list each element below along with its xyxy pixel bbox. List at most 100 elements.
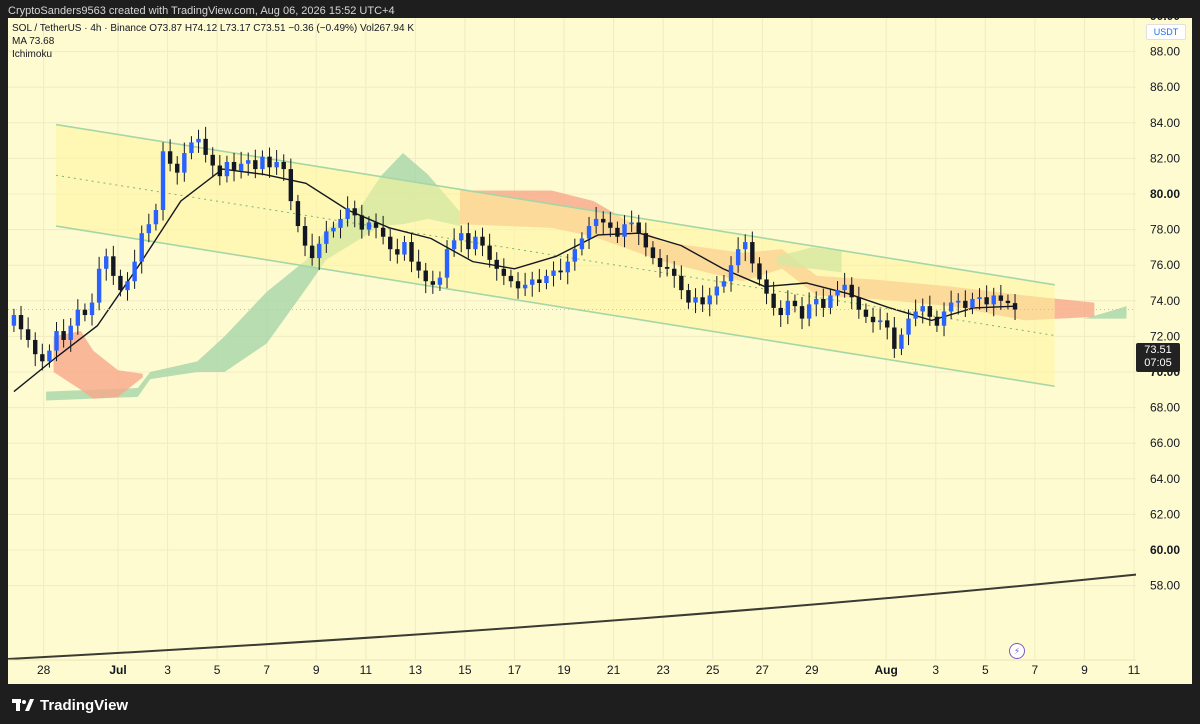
candle-body	[750, 242, 755, 264]
candle-body	[707, 295, 712, 305]
candle	[359, 204, 365, 239]
candle-body	[444, 249, 450, 278]
candle	[281, 154, 286, 182]
channel-upper-line	[55, 123, 1055, 286]
candle	[657, 249, 663, 278]
candle-body	[650, 247, 656, 259]
x-tick-label: 7	[1032, 663, 1039, 677]
candle-body	[231, 161, 237, 171]
candle-body	[111, 256, 116, 276]
x-tick-label: 28	[37, 663, 51, 677]
candle	[579, 232, 585, 256]
chart-area[interactable]: 58.00 60.00 62.00 64.00 66.00 68.00 70.00 72.00…	[8, 18, 1192, 684]
candle-body	[515, 281, 521, 289]
candle-body	[54, 331, 59, 351]
candle-body	[281, 161, 286, 170]
candle	[977, 288, 982, 310]
candle	[757, 257, 762, 286]
x-tick-label: 25	[706, 663, 720, 677]
candle-body	[664, 266, 670, 269]
candle-body	[352, 208, 357, 216]
candle	[870, 307, 876, 333]
ma-indicator-label[interactable]: MA 73.68	[12, 36, 55, 47]
x-tick-label: 19	[557, 663, 571, 677]
bar-countdown: 07:05	[1144, 357, 1172, 369]
candle-body	[849, 284, 854, 298]
candle-body	[487, 245, 492, 260]
candle	[167, 139, 173, 172]
candle	[118, 269, 123, 297]
candle-body	[941, 311, 947, 326]
candle	[203, 126, 208, 163]
candle	[970, 292, 975, 315]
candle-body	[856, 297, 862, 310]
candle-body	[828, 295, 833, 308]
candle	[402, 235, 407, 261]
candle	[551, 261, 556, 287]
y-tick-label: 62.00	[1150, 507, 1180, 521]
lightning-icon[interactable]: ⚡	[1009, 643, 1025, 659]
candle-body	[1012, 303, 1018, 310]
candle-body	[416, 261, 421, 271]
candle	[885, 312, 890, 340]
ichimoku-cloud-bearish-early	[53, 331, 143, 399]
candle-body	[892, 327, 897, 349]
candle-body	[224, 161, 230, 177]
candle-body	[601, 218, 606, 223]
candle	[743, 234, 748, 262]
candle	[693, 288, 698, 314]
candle-body	[82, 309, 88, 316]
candle	[238, 151, 244, 179]
candle-body	[934, 316, 940, 326]
price-chart[interactable]: 58.0060.0062.0064.0066.0068.0070.0072.00…	[8, 18, 1192, 684]
x-tick-label: 13	[409, 663, 423, 677]
candle	[430, 270, 436, 294]
candle	[842, 272, 847, 298]
y-tick-label: 64.00	[1150, 472, 1180, 486]
last-price-badge: 73.51 07:05	[1136, 343, 1180, 372]
candle	[111, 245, 116, 285]
candle	[11, 308, 17, 332]
candle	[728, 256, 734, 292]
candle	[537, 268, 542, 293]
symbol-line[interactable]: SOL / TetherUS · 4h · Binance	[12, 23, 147, 34]
x-tick-label: 7	[263, 663, 270, 677]
candle-body	[636, 222, 641, 234]
candle-body	[629, 222, 634, 225]
tradingview-logo-icon	[12, 699, 34, 711]
x-tick-label: 5	[214, 663, 221, 677]
candle	[459, 225, 464, 253]
candle	[274, 150, 279, 175]
candle-body	[700, 297, 705, 305]
candle	[515, 272, 521, 299]
brand-logo[interactable]: TradingView	[12, 694, 128, 716]
candle-body	[61, 331, 66, 340]
moving-average-line	[13, 168, 1016, 393]
candle-body	[40, 354, 45, 362]
candle	[480, 227, 485, 257]
candle	[615, 221, 620, 243]
candle	[963, 290, 968, 317]
candle-body	[331, 227, 336, 232]
candle	[771, 281, 776, 316]
channel-midline	[55, 174, 1055, 337]
candle	[643, 222, 649, 257]
candle-body	[18, 315, 24, 330]
candle-body	[494, 259, 499, 269]
ichimoku-indicator-label[interactable]: Ichimoku	[12, 49, 53, 60]
y-tick-label: 72.00	[1150, 329, 1180, 343]
candle-body	[359, 215, 365, 230]
candle	[82, 303, 88, 322]
candle	[558, 258, 563, 280]
high-value: H74.12	[184, 23, 218, 34]
candle	[47, 344, 52, 368]
candle-body	[380, 227, 386, 237]
candle	[948, 290, 954, 320]
candle	[146, 213, 152, 243]
candle	[934, 310, 940, 332]
candle-body	[991, 295, 996, 305]
y-tick-label: 78.00	[1150, 223, 1180, 237]
candle	[849, 277, 854, 310]
currency-unit-badge[interactable]: USDT	[1146, 24, 1186, 40]
